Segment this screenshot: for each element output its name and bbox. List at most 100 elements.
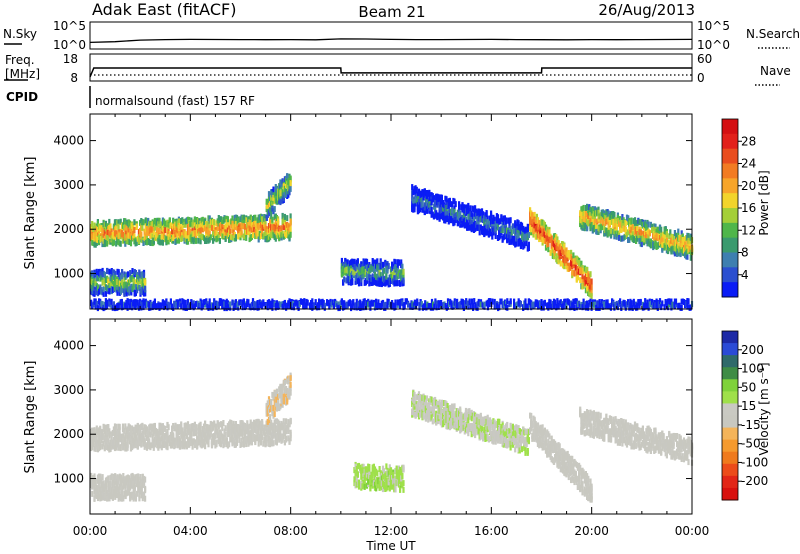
power-cell (181, 230, 184, 237)
power-cell (632, 300, 635, 307)
power-cell (178, 301, 182, 308)
power-cell (254, 302, 257, 309)
velocity-cell (152, 430, 155, 437)
velocity-cell (249, 422, 252, 429)
power-cell (525, 232, 528, 239)
power-cell (365, 258, 369, 265)
power-cell (559, 299, 562, 306)
velocity-cell (183, 437, 186, 444)
power-cell (369, 300, 372, 307)
velocity-cell (161, 441, 164, 448)
power-cell (273, 206, 276, 213)
power-cell (139, 278, 142, 285)
power-cell (224, 303, 227, 310)
power-cell (266, 228, 269, 235)
power-cell (266, 299, 269, 306)
power-cell (576, 256, 579, 263)
power-cell (680, 243, 683, 250)
power-cell (530, 210, 533, 217)
power-cell (475, 221, 478, 228)
power-cell (649, 242, 652, 248)
velocity-cell (160, 423, 163, 430)
power-cell (670, 304, 673, 311)
velocity-cell (197, 432, 200, 439)
power-cell (95, 271, 98, 278)
velocity-cell (145, 444, 149, 451)
power-cell (641, 301, 644, 308)
power-cell (95, 225, 98, 232)
power-cell (140, 225, 143, 232)
power-cell (566, 255, 569, 262)
power-cell (595, 223, 598, 230)
power-cell (688, 246, 691, 253)
power-cell (121, 279, 124, 286)
power-cell (512, 235, 516, 242)
power-cell (581, 277, 584, 284)
power-cell (570, 249, 573, 256)
power-cell (137, 279, 140, 286)
velocity-cell (164, 441, 167, 448)
power-cell (363, 279, 366, 286)
power-cell (281, 230, 284, 237)
power-cell (204, 224, 207, 231)
power-cell (463, 222, 466, 229)
power-cell (348, 260, 351, 267)
power-cell (318, 298, 321, 305)
power-cell (280, 225, 283, 232)
power-cell (582, 210, 585, 217)
power-cell (190, 234, 193, 241)
power-cell (453, 205, 456, 212)
power-cell (144, 218, 147, 225)
power-cell (152, 220, 155, 227)
velocity-cell (95, 440, 98, 447)
velocity-cell (103, 435, 106, 442)
power-cell (283, 213, 286, 220)
power-cell (231, 234, 234, 241)
power-cell (376, 258, 379, 265)
power-cell (356, 272, 359, 279)
power-cell (156, 223, 159, 230)
power-cell (241, 304, 244, 311)
velocity-cell (108, 442, 111, 449)
power-cell (124, 303, 127, 310)
velocity-cell (241, 424, 244, 430)
power-cell (119, 218, 122, 225)
power-cell (386, 267, 389, 274)
power-cell (125, 238, 128, 245)
power-cell (428, 190, 431, 197)
power-cell (549, 299, 552, 306)
power-cell (403, 303, 406, 310)
power-cell (363, 266, 366, 273)
power-cell (661, 300, 664, 307)
power-cell (237, 304, 240, 311)
power-cell (456, 210, 459, 217)
power-cell (261, 224, 264, 231)
power-cell (102, 232, 105, 239)
power-cell (313, 302, 316, 309)
velocity-cell (132, 427, 135, 434)
power-cell (335, 301, 338, 308)
velocity-cell (175, 424, 178, 431)
power-cell (190, 299, 193, 306)
power-cell (168, 222, 171, 229)
power-cell (644, 229, 647, 235)
power-cell (687, 237, 690, 244)
power-cell (289, 213, 292, 220)
power-cell (148, 239, 151, 245)
power-cell (492, 215, 495, 221)
power-cell (533, 222, 536, 229)
power-cell (576, 265, 579, 272)
power-cell (218, 216, 221, 223)
power-cell (169, 222, 172, 229)
velocity-cell (190, 426, 193, 433)
power-cell (224, 223, 227, 230)
velocity-cell (113, 423, 117, 430)
power-cell (615, 300, 618, 307)
power-cell (599, 224, 602, 231)
noise-right-tick-top: 10^5 (697, 19, 730, 33)
power-cell (261, 302, 264, 309)
power-cell (140, 304, 143, 311)
power-cell (556, 256, 559, 263)
power-cell (137, 275, 140, 282)
power-cell (184, 235, 187, 242)
